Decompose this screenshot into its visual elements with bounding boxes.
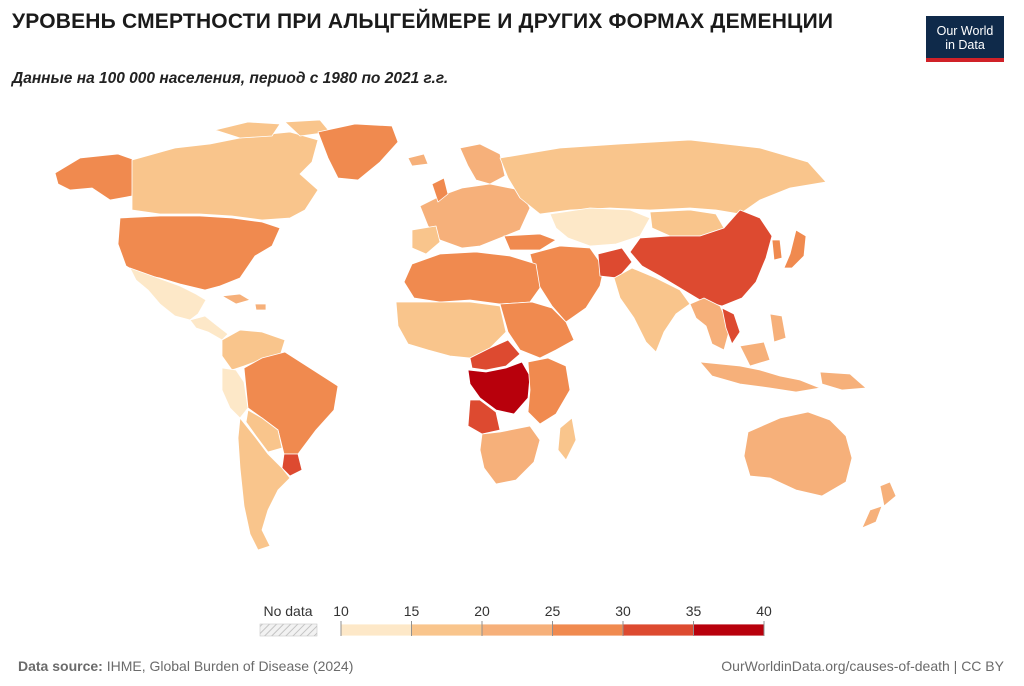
legend-tick-label: 35 [686, 603, 702, 619]
legend-tick-label: 25 [545, 603, 561, 619]
footer-url[interactable]: OurWorldinData.org/causes-of-death | CC … [721, 658, 1004, 674]
region-japan[interactable] [783, 229, 807, 269]
region-southern-africa[interactable] [479, 425, 541, 485]
region-peru[interactable] [221, 367, 249, 419]
region-europe[interactable] [419, 183, 531, 249]
region-borneo[interactable] [739, 341, 771, 367]
footer-source: Data source: IHME, Global Burden of Dise… [18, 658, 353, 674]
region-central-america[interactable] [189, 315, 229, 341]
region-china[interactable] [629, 209, 773, 307]
region-turkey[interactable] [503, 233, 557, 251]
legend-bin-15-20[interactable] [411, 623, 483, 637]
color-legend: No data 10 15 20 25 30 35 40 [259, 603, 772, 637]
region-philippines[interactable] [769, 313, 787, 343]
region-canada-islands[interactable] [214, 119, 331, 139]
region-angola[interactable] [467, 399, 501, 435]
legend-bin-20-25[interactable] [481, 623, 553, 637]
region-canada[interactable] [131, 131, 319, 221]
region-iberia[interactable] [411, 225, 441, 255]
legend-tick-label: 10 [333, 603, 349, 619]
region-middle-east[interactable] [529, 245, 605, 323]
region-india[interactable] [613, 267, 691, 353]
region-central-asia[interactable] [549, 207, 651, 247]
region-southeast-asia[interactable] [689, 297, 731, 351]
legend-no-data-swatch[interactable] [259, 623, 318, 637]
region-uk[interactable] [431, 177, 449, 203]
region-greenland[interactable] [317, 123, 399, 181]
logo-line-1: Our World [936, 24, 994, 38]
region-cameroon-car[interactable] [469, 339, 521, 371]
legend-bin-35-40[interactable] [693, 623, 765, 637]
region-caribbean[interactable] [221, 293, 267, 311]
legend-tick-label: 40 [756, 603, 772, 619]
legend-no-data-label: No data [263, 603, 312, 619]
region-alaska[interactable] [54, 153, 136, 201]
region-australia[interactable] [743, 411, 853, 497]
region-uruguay[interactable] [281, 453, 303, 477]
chart-subtitle: Данные на 100 000 населения, период с 19… [12, 70, 449, 87]
legend-bin-25-30[interactable] [552, 623, 624, 637]
legend-bin-30-35[interactable] [622, 623, 694, 637]
footer-source-text: IHME, Global Burden of Disease (2024) [106, 658, 354, 674]
owid-logo[interactable]: Our World in Data [926, 16, 1004, 62]
region-afghanistan[interactable] [597, 247, 633, 279]
region-korea[interactable] [771, 239, 783, 261]
footer-source-label: Data source: [18, 658, 103, 674]
region-brazil[interactable] [243, 351, 339, 455]
legend-tick-label: 20 [474, 603, 490, 619]
region-new-guinea[interactable] [819, 371, 867, 391]
region-north-africa[interactable] [403, 251, 541, 305]
legend-tick-label: 30 [615, 603, 631, 619]
region-sudan-ethiopia[interactable] [499, 301, 575, 359]
logo-line-2: in Data [945, 38, 985, 52]
region-dr-congo[interactable] [467, 361, 531, 415]
region-russia[interactable] [499, 139, 827, 215]
region-madagascar[interactable] [557, 417, 577, 461]
region-bolivia-paraguay[interactable] [245, 409, 283, 453]
region-east-africa[interactable] [527, 357, 571, 425]
region-iceland[interactable] [407, 153, 429, 167]
region-new-zealand[interactable] [861, 481, 897, 529]
region-mexico[interactable] [129, 267, 207, 321]
legend-tick-label: 15 [404, 603, 420, 619]
chart-title: УРОВЕНЬ СМЕРТНОСТИ ПРИ АЛЬЦГЕЙМЕРЕ И ДРУ… [12, 10, 834, 33]
region-vietnam[interactable] [721, 307, 741, 345]
legend-bin-10-15[interactable] [340, 623, 412, 637]
world-map [54, 119, 897, 551]
region-indonesia[interactable] [699, 361, 821, 393]
region-argentina-chile[interactable] [237, 417, 291, 551]
region-scandinavia[interactable] [459, 143, 506, 185]
